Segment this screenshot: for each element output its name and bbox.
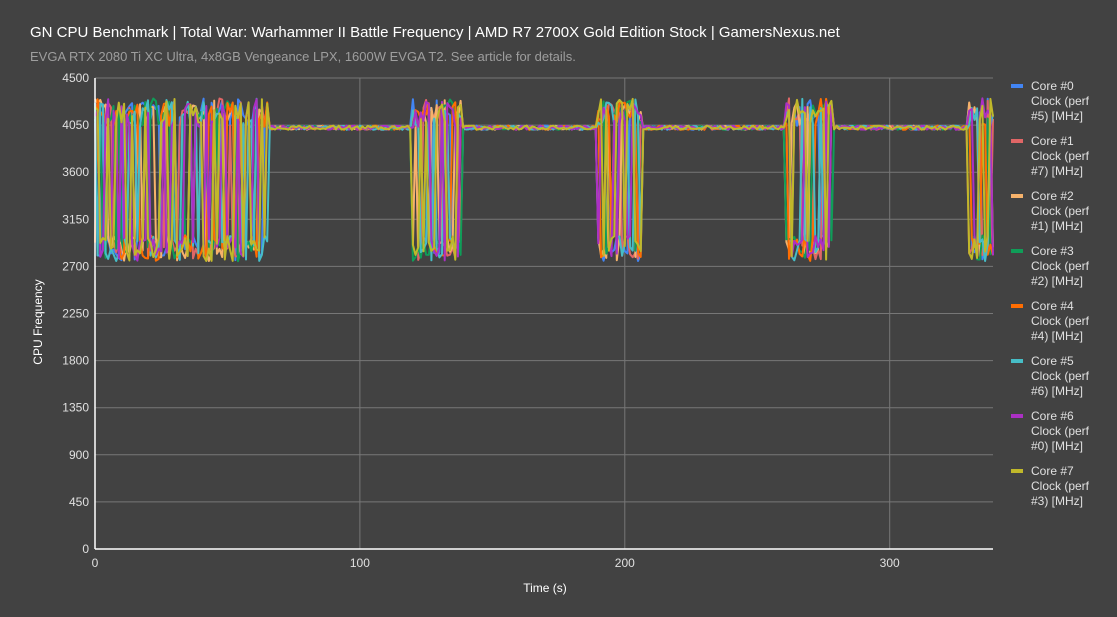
legend-item-core2[interactable]: Core #2 Clock (perf #1) [MHz] [1011,189,1111,244]
svg-text:200: 200 [615,556,635,570]
legend-label: Core #2 [1031,189,1074,203]
chart-subtitle: EVGA RTX 2080 Ti XC Ultra, 4x8GB Vengean… [30,49,576,64]
legend-label: #0) [MHz] [1031,439,1084,453]
legend-label: Clock (perf [1031,204,1090,218]
legend-item-core0[interactable]: Core #0 Clock (perf #5) [MHz] [1011,79,1111,134]
x-axis-label: Time (s) [523,581,567,595]
legend-item-core7[interactable]: Core #7 Clock (perf #3) [MHz] [1011,464,1111,519]
data-series [94,97,994,263]
svg-text:4050: 4050 [62,118,89,132]
legend-item-core6[interactable]: Core #6 Clock (perf #0) [MHz] [1011,409,1111,464]
legend-label: Clock (perf [1031,314,1090,328]
legend-label: #2) [MHz] [1031,274,1084,288]
svg-text:0: 0 [92,556,99,570]
legend-label: Core #0 [1031,79,1074,93]
svg-text:4500: 4500 [62,71,89,85]
legend-label: Clock (perf [1031,149,1090,163]
legend-label: #5) [MHz] [1031,109,1084,123]
legend-swatch-icon [1011,469,1023,473]
legend-label: #3) [MHz] [1031,494,1084,508]
legend-swatch-icon [1011,414,1023,418]
legend-label: Core #5 [1031,354,1074,368]
y-axis-ticks: 0 450 900 1350 1800 2250 2700 3150 3600 4050 4500 [62,71,89,556]
y-axis-label: CPU Frequency [31,279,45,364]
legend-label: Core #4 [1031,299,1074,313]
legend-swatch-icon [1011,139,1023,143]
svg-text:0: 0 [82,542,89,556]
series-line [94,97,994,262]
legend-label: Clock (perf [1031,369,1090,383]
legend-label: Clock (perf [1031,424,1090,438]
legend-swatch-icon [1011,249,1023,253]
svg-text:100: 100 [350,556,370,570]
legend: Core #0 Clock (perf #5) [MHz] Core #1 Clock… [1011,79,1111,519]
gridlines [95,77,993,549]
svg-text:450: 450 [69,495,89,509]
legend-label: #7) [MHz] [1031,164,1084,178]
legend-label: Clock (perf [1031,479,1090,493]
legend-label: #1) [MHz] [1031,219,1084,233]
chart-title: GN CPU Benchmark | Total War: Warhammer … [30,24,840,41]
svg-text:2700: 2700 [62,259,89,273]
legend-label: #4) [MHz] [1031,329,1084,343]
svg-text:900: 900 [69,448,89,462]
svg-text:3150: 3150 [62,212,89,226]
legend-item-core5[interactable]: Core #5 Clock (perf #6) [MHz] [1011,354,1111,409]
legend-label: Core #7 [1031,464,1074,478]
legend-label: #6) [MHz] [1031,384,1084,398]
svg-text:1800: 1800 [62,354,89,368]
legend-swatch-icon [1011,84,1023,88]
svg-text:2250: 2250 [62,307,89,321]
legend-label: Clock (perf [1031,94,1090,108]
legend-item-core3[interactable]: Core #3 Clock (perf #2) [MHz] [1011,244,1111,299]
legend-item-core1[interactable]: Core #1 Clock (perf #7) [MHz] [1011,134,1111,189]
svg-text:300: 300 [880,556,900,570]
legend-swatch-icon [1011,359,1023,363]
legend-label: Core #1 [1031,134,1074,148]
legend-label: Clock (perf [1031,259,1090,273]
legend-swatch-icon [1011,304,1023,308]
svg-text:1350: 1350 [62,401,89,415]
x-axis-ticks: 0 100 200 300 [92,556,900,570]
legend-label: Core #3 [1031,244,1074,258]
svg-text:3600: 3600 [62,165,89,179]
legend-swatch-icon [1011,194,1023,198]
legend-item-core4[interactable]: Core #4 Clock (perf #4) [MHz] [1011,299,1111,354]
legend-label: Core #6 [1031,409,1074,423]
